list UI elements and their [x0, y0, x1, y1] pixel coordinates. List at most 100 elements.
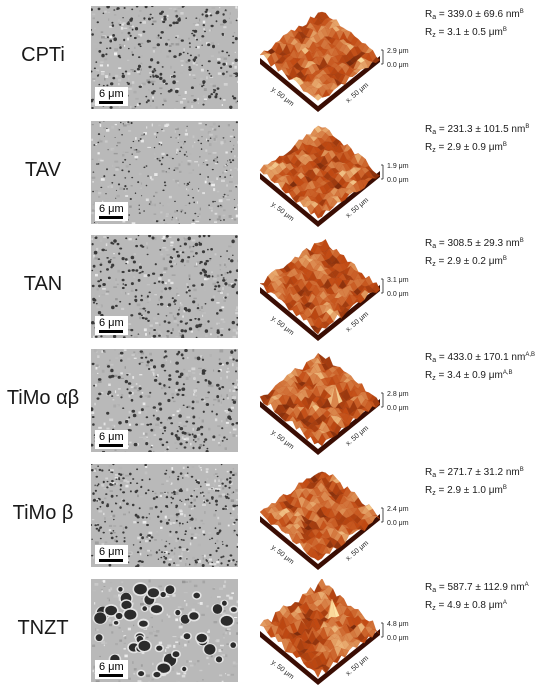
sem-pore: [209, 73, 211, 75]
sem-pore: [100, 279, 102, 281]
sem-grain: [179, 642, 180, 645]
sem-grain: [111, 631, 113, 633]
sem-grain: [147, 247, 149, 250]
sem-pore: [103, 121, 104, 122]
sem-pore: [231, 284, 234, 288]
sem-pore: [207, 176, 209, 178]
sem-grain: [171, 393, 174, 396]
sem-pore: [143, 210, 145, 212]
sem-pore: [129, 429, 132, 431]
sem-pore: [145, 492, 147, 494]
sem-pore: [119, 248, 122, 250]
sem-pore: [171, 76, 173, 78]
sem-grain: [124, 28, 128, 29]
sem-pore: [171, 502, 173, 504]
sem-grain: [199, 123, 202, 125]
sem-grain: [221, 180, 225, 182]
sem-pore: [158, 221, 159, 222]
sem-pore: [99, 122, 100, 123]
sem-pore: [189, 612, 198, 620]
sem-pore: [233, 522, 235, 524]
sem-grain: [169, 476, 170, 478]
sem-pore: [218, 125, 220, 127]
sem-pore: [124, 537, 126, 539]
sem-grain: [211, 184, 215, 187]
sem-grain: [100, 305, 102, 307]
sem-pore: [172, 22, 175, 25]
sample-label: CPTi: [0, 44, 86, 67]
sem-grain: [129, 25, 132, 27]
sem-grain: [216, 540, 218, 543]
sem-pore: [189, 519, 191, 520]
sem-pore: [201, 85, 203, 87]
sem-grain: [187, 136, 189, 138]
sem-grain: [118, 23, 119, 25]
sem-pore: [193, 256, 195, 258]
sem-pore: [176, 210, 178, 212]
sem-pore: [170, 497, 172, 499]
sem-pore: [98, 311, 101, 314]
ra-line: Ra = 308.5 ± 29.3 nmB: [425, 235, 550, 253]
sem-grain: [186, 377, 189, 380]
sem-grain: [223, 262, 226, 264]
sem-grain: [180, 101, 183, 104]
sem-grain: [140, 496, 144, 497]
sem-grain: [124, 648, 126, 650]
sem-pore: [148, 18, 151, 21]
sem-grain: [227, 394, 228, 397]
sem-pore: [112, 34, 115, 37]
sem-grain: [109, 465, 112, 468]
sem-grain: [195, 488, 199, 489]
sem-grain: [149, 580, 151, 583]
sem-pore: [184, 633, 191, 639]
sem-grain: [213, 123, 216, 126]
sem-pore: [184, 243, 187, 246]
sem-pore: [133, 141, 135, 142]
sem-pore: [179, 443, 182, 446]
sem-pore: [175, 90, 179, 93]
sem-pore: [161, 11, 164, 14]
sem-grain: [174, 553, 176, 555]
sem-grain: [101, 178, 105, 181]
sem-pore: [152, 237, 155, 240]
sem-pore: [222, 73, 225, 76]
sem-pore: [229, 159, 231, 160]
sem-grain: [127, 123, 130, 125]
sem-pore: [135, 424, 138, 426]
sem-grain: [192, 466, 194, 468]
sem-grain: [206, 605, 208, 607]
sem-pore: [97, 465, 99, 467]
sem-pore: [173, 562, 175, 564]
sem-pore: [128, 417, 130, 419]
sem-pore: [164, 350, 167, 352]
sem-grain: [154, 173, 157, 176]
sem-pore: [146, 165, 148, 167]
sem-pore: [99, 469, 102, 471]
sem-grain: [128, 628, 131, 631]
sem-grain: [168, 39, 170, 40]
sem-grain: [182, 414, 186, 416]
sem-pore: [164, 473, 167, 475]
sem-pore: [206, 164, 208, 166]
sem-grain: [98, 427, 102, 429]
sem-pore: [128, 48, 130, 49]
sem-pore: [202, 136, 203, 137]
sem-grain: [183, 71, 184, 72]
sem-pore: [148, 450, 152, 452]
sem-pore: [197, 357, 201, 361]
sem-grain: [151, 179, 154, 181]
sem-grain: [217, 517, 219, 519]
sem-pore: [120, 122, 121, 123]
sem-pore: [176, 393, 179, 395]
sem-grain: [211, 42, 214, 45]
sem-grain: [233, 468, 234, 470]
sem-pore: [122, 407, 124, 409]
sem-pore: [232, 42, 235, 44]
sem-pore: [189, 327, 192, 330]
sem-pore: [108, 375, 112, 378]
sem-grain: [154, 204, 156, 207]
sem-pore: [140, 357, 143, 359]
sem-grain: [214, 621, 218, 623]
sem-pore: [188, 59, 191, 62]
afm-z-min-label: 0.0 μm: [387, 635, 409, 642]
